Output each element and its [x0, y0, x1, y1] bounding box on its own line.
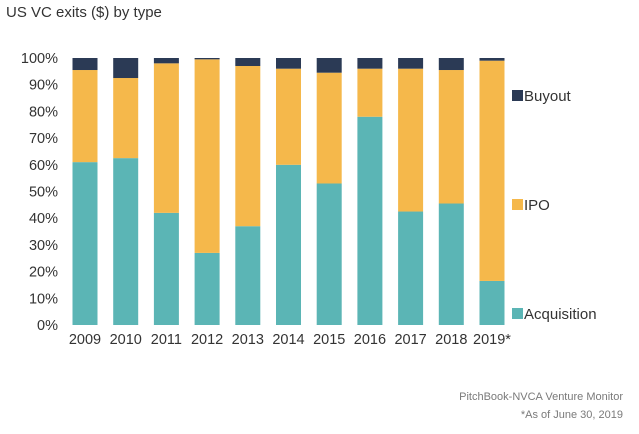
bar-buyout-2009	[72, 58, 98, 71]
bar-ipo-2013	[235, 66, 261, 227]
x-axis-ticks: 2009 2010 2011 2012 2013 2014 2015 2016 2017 2018…	[69, 332, 511, 348]
bar-ipo-2018	[438, 70, 464, 204]
bars	[72, 58, 505, 326]
y-tick-label: 0%	[37, 318, 58, 334]
bar-ipo-2010	[113, 78, 139, 159]
bar-buyout-2018	[438, 58, 464, 71]
bar-ipo-2012	[194, 59, 220, 253]
bar-acquisition-2017	[398, 211, 424, 325]
legend-label-ipo: IPO	[524, 197, 550, 214]
bar-ipo-2009	[72, 70, 98, 163]
bar-buyout-2010	[113, 58, 139, 79]
bar-buyout-2017	[398, 58, 424, 69]
bar-buyout-2011	[153, 58, 179, 64]
bar-acquisition-2011	[153, 212, 179, 325]
y-tick-label: 100%	[21, 51, 58, 67]
bar-buyout-2012	[194, 58, 220, 60]
bar-acquisition-2013	[235, 226, 261, 325]
x-tick-label: 2009	[69, 332, 101, 348]
source-note: *As of June 30, 2019	[520, 409, 623, 421]
y-tick-label: 20%	[29, 265, 58, 281]
bar-buyout-2016	[357, 58, 383, 69]
bar-buyout-2014	[276, 58, 301, 69]
x-tick-label: 2017	[394, 332, 426, 348]
bar-ipo-2016	[357, 68, 383, 117]
source-credit: PitchBook-NVCA Venture Monitor	[459, 391, 623, 403]
y-tick-label: 80%	[29, 104, 58, 120]
y-tick-label: 40%	[29, 211, 58, 227]
y-axis-ticks: 0% 10% 20% 30% 40% 50% 60% 70% 80% 90% 100%	[21, 51, 58, 334]
bar-ipo-2011	[153, 63, 179, 213]
bar-buyout-2013	[235, 58, 261, 67]
y-tick-label: 90%	[29, 78, 58, 94]
bar-acquisition-2019	[479, 280, 505, 325]
chart-title: US VC exits ($) by type	[6, 4, 162, 21]
x-tick-label: 2010	[110, 332, 142, 348]
legend-swatch-buyout	[512, 90, 523, 101]
y-tick-label: 10%	[29, 291, 58, 307]
bar-acquisition-2012	[194, 252, 220, 325]
source-block: PitchBook-NVCA Venture Monitor *As of Ju…	[459, 388, 623, 424]
x-tick-label: 2015	[313, 332, 345, 348]
legend: Buyout IPO Acquisition	[512, 88, 597, 323]
bar-ipo-2019	[479, 60, 505, 281]
y-tick-label: 60%	[29, 158, 58, 174]
x-tick-label: 2016	[354, 332, 386, 348]
y-tick-label: 30%	[29, 238, 58, 254]
legend-label-acquisition: Acquisition	[524, 306, 597, 323]
y-tick-label: 50%	[29, 185, 58, 201]
bar-acquisition-2015	[316, 183, 342, 325]
x-tick-label: 2014	[272, 332, 304, 348]
bar-buyout-2019	[479, 58, 505, 61]
legend-swatch-ipo	[512, 199, 523, 210]
bar-acquisition-2016	[357, 116, 383, 326]
bar-acquisition-2010	[113, 158, 139, 326]
x-tick-label: 2013	[232, 332, 264, 348]
x-tick-label: 2012	[191, 332, 223, 348]
bar-buyout-2015	[316, 58, 342, 73]
bar-acquisition-2009	[72, 162, 98, 325]
y-tick-label: 70%	[29, 131, 58, 147]
x-tick-label: 2019*	[473, 332, 511, 348]
legend-swatch-acquisition	[512, 308, 523, 319]
bar-ipo-2015	[316, 72, 342, 184]
bar-ipo-2014	[276, 68, 301, 165]
bar-ipo-2017	[398, 68, 424, 212]
x-tick-label: 2018	[435, 332, 467, 348]
legend-label-buyout: Buyout	[524, 88, 572, 105]
bar-acquisition-2018	[438, 203, 464, 325]
x-tick-label: 2011	[151, 332, 182, 348]
bar-acquisition-2014	[276, 164, 301, 325]
